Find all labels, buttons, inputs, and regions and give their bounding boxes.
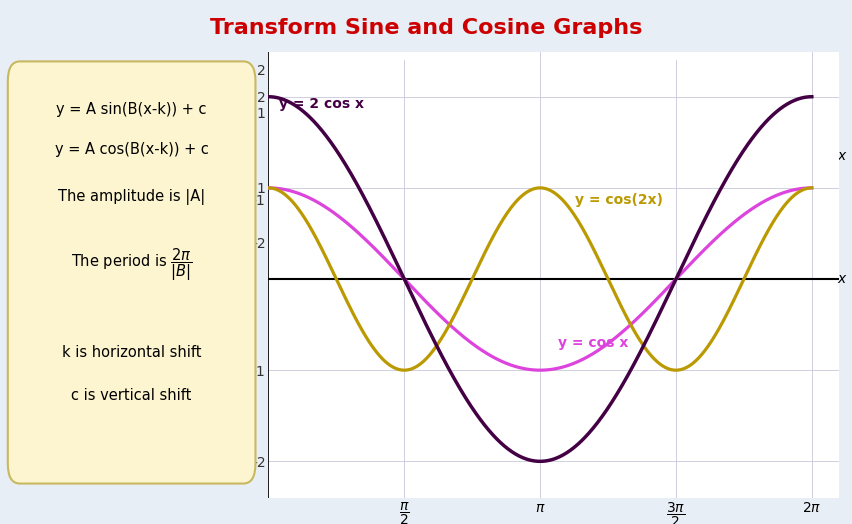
FancyBboxPatch shape: [8, 61, 256, 484]
Text: y = cos(2x): y = cos(2x): [575, 193, 664, 208]
Text: y = cos x: y = cos x: [558, 336, 629, 351]
Text: x: x: [838, 149, 846, 163]
Text: The period is $\dfrac{2\pi}{|B|}$: The period is $\dfrac{2\pi}{|B|}$: [71, 246, 193, 283]
Text: The amplitude is |A|: The amplitude is |A|: [58, 189, 205, 205]
Text: c is vertical shift: c is vertical shift: [72, 388, 192, 403]
Text: y = sin x: y = sin x: [350, 92, 417, 106]
Text: y = sin(2x): y = sin(2x): [679, 111, 764, 125]
Text: y = A cos(B(x-k)) + c: y = A cos(B(x-k)) + c: [55, 141, 209, 157]
Text: y = A sin(B(x-k)) + c: y = A sin(B(x-k)) + c: [56, 102, 207, 117]
Text: y = 2sin x: y = 2sin x: [381, 64, 458, 78]
Text: k is horizontal shift: k is horizontal shift: [62, 345, 201, 359]
Text: Transform Sine and Cosine Graphs: Transform Sine and Cosine Graphs: [210, 18, 642, 38]
Text: x: x: [838, 272, 846, 286]
Text: y = 2 cos x: y = 2 cos x: [279, 96, 364, 111]
